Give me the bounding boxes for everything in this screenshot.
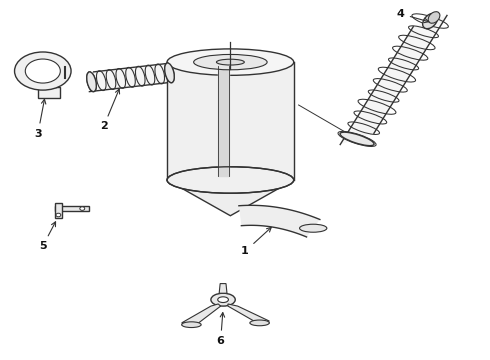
Ellipse shape [25, 59, 60, 83]
Polygon shape [55, 206, 89, 211]
Polygon shape [219, 284, 227, 293]
Ellipse shape [182, 322, 201, 328]
Ellipse shape [80, 207, 85, 210]
Polygon shape [167, 62, 294, 180]
Polygon shape [38, 87, 60, 98]
Polygon shape [228, 304, 270, 323]
Ellipse shape [217, 59, 245, 65]
Ellipse shape [56, 213, 61, 217]
Text: 1: 1 [241, 228, 271, 256]
Ellipse shape [87, 72, 97, 92]
Ellipse shape [167, 167, 294, 193]
Ellipse shape [194, 54, 267, 70]
Text: 5: 5 [39, 222, 55, 251]
Ellipse shape [15, 52, 71, 90]
Polygon shape [55, 203, 62, 218]
Ellipse shape [167, 49, 294, 75]
Polygon shape [218, 66, 229, 176]
Polygon shape [182, 304, 220, 325]
Polygon shape [89, 63, 172, 92]
Polygon shape [239, 205, 320, 237]
Ellipse shape [299, 224, 327, 232]
Polygon shape [340, 15, 447, 144]
Polygon shape [167, 180, 294, 216]
Text: 4: 4 [397, 9, 429, 23]
Ellipse shape [211, 293, 235, 306]
Ellipse shape [165, 63, 174, 83]
Ellipse shape [250, 320, 270, 326]
Ellipse shape [340, 132, 374, 146]
Ellipse shape [428, 12, 440, 23]
Text: 6: 6 [217, 312, 224, 346]
Ellipse shape [218, 297, 228, 302]
Text: 2: 2 [100, 89, 120, 131]
Ellipse shape [423, 13, 438, 29]
Text: 3: 3 [34, 99, 46, 139]
